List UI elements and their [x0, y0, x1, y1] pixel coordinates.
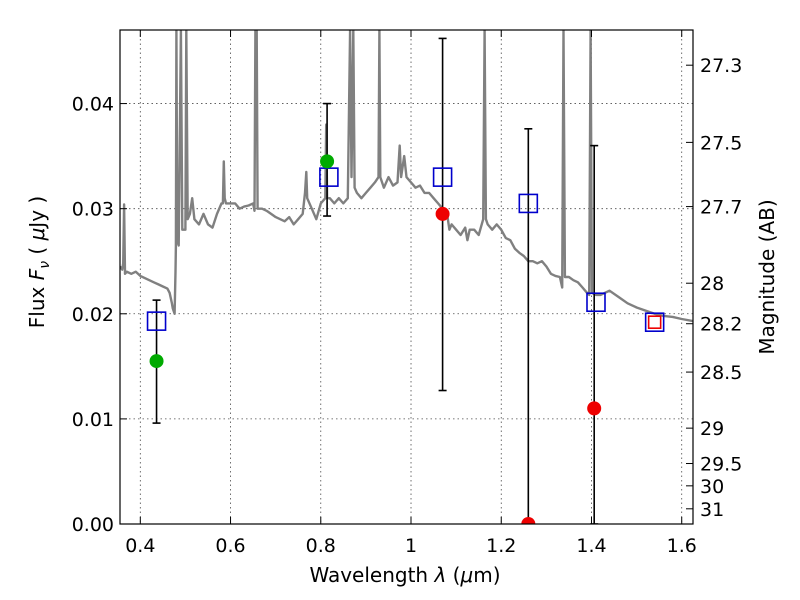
observed-point: [587, 401, 602, 416]
x-axis-label: Wavelength λ (μm): [309, 563, 500, 587]
model-square-inner: [647, 315, 662, 329]
plot-area: [120, 30, 693, 524]
y2-tick-label: 31: [700, 499, 724, 521]
y2-tick-label: 27.5: [700, 132, 742, 154]
x-axis-ticks: 0.4 0.6 0.8 1 1.2 1.4 1.6: [125, 30, 697, 557]
x-tick-label: 1.2: [486, 535, 516, 557]
model-square: [319, 167, 339, 187]
y2-axis-label: Magnitude (AB): [755, 199, 779, 354]
model-photometry-squares: [146, 167, 665, 332]
model-spectrum-line: [120, 30, 693, 323]
y-tick-label: 0.04: [72, 94, 114, 116]
observed-point: [435, 206, 450, 221]
x-tick-label: 0.6: [215, 535, 245, 557]
observed-point: [521, 517, 536, 524]
y2-tick-label: 29.5: [700, 454, 742, 476]
observed-photometry-points: [149, 154, 602, 524]
x-tick-label: 1.6: [667, 535, 697, 557]
model-square: [432, 167, 453, 187]
grid-layer: [120, 30, 693, 524]
y2-tick-label: 28.5: [700, 362, 742, 384]
y2-tick-label: 28: [700, 273, 724, 295]
model-square: [586, 292, 606, 313]
model-square: [644, 312, 665, 332]
y2-tick-label: 28.2: [700, 314, 742, 336]
y2-tick-label: 27.7: [700, 197, 742, 219]
model-square: [518, 193, 539, 214]
model-square: [146, 311, 167, 331]
y2-tick-label: 30: [700, 476, 724, 498]
y2-tick-label: 27.3: [700, 55, 742, 77]
y-axis-ticks: 0.00 0.01 0.02 0.03 0.04: [72, 94, 127, 536]
y-tick-label: 0.00: [72, 514, 114, 536]
x-tick-label: 1.4: [576, 535, 606, 557]
y-tick-label: 0.02: [72, 304, 114, 326]
y-tick-label: 0.01: [72, 409, 114, 431]
plot-frame: [119, 29, 694, 525]
x-tick-label: 0.8: [306, 535, 336, 557]
x-tick-label: 1: [405, 535, 417, 557]
y-tick-label: 0.03: [72, 199, 114, 221]
x-tick-label: 0.4: [125, 535, 155, 557]
error-bars: [152, 37, 599, 524]
y2-tick-label: 29: [700, 418, 724, 440]
y-axis-label: Flux Fν ( μJy ): [25, 196, 53, 328]
observed-point: [320, 154, 335, 169]
observed-point: [149, 354, 164, 369]
